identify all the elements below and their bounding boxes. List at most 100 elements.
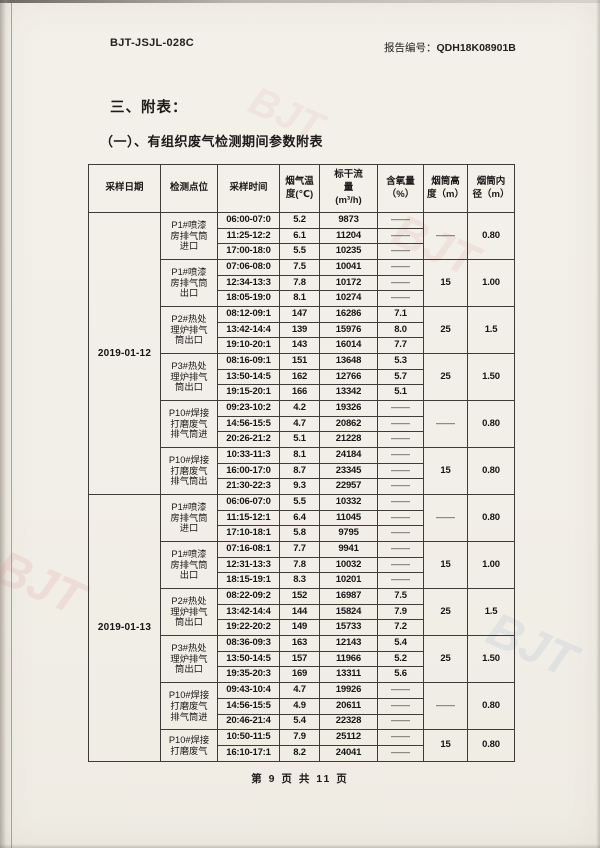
standard-dry-flow-cell: 16286 (319, 306, 378, 323)
oxygen-content-cell: —— (377, 509, 424, 527)
table-row: 19:22-20:2 149 15733 7.2 (89, 619, 515, 637)
flue-gas-temp-cell: 162 (279, 368, 320, 386)
standard-dry-flow-cell: 11966 (319, 650, 378, 668)
stack-inner-diameter-cell: 1.5 (467, 306, 515, 355)
monitoring-point-cell: P3#热处 理炉排气 筒出口 (160, 353, 218, 402)
stack-inner-diameter-cell: 0.80 (467, 494, 515, 543)
table-row: 20:26-21:2 5.1 21228 —— (89, 431, 515, 449)
sampling-time-cell: 13:50-14:5 (217, 368, 280, 386)
standard-dry-flow-cell: 22957 (319, 478, 378, 496)
monitoring-point-cell: P10#焊接 打磨废气 排气筒出 (160, 447, 218, 496)
table-row: 11:15-12:1 6.4 11045 —— (89, 509, 515, 527)
standard-dry-flow-cell: 23345 (319, 462, 378, 480)
oxygen-content-cell: —— (377, 400, 424, 417)
sampling-time-cell: 16:10-17:1 (217, 744, 280, 763)
col-header: 采样时间 (217, 164, 280, 213)
table-row: 2019-01-12 P1#喷漆 房排气筒 进口 06:00-07:0 5.2 9873… (88, 211, 515, 496)
sampling-time-cell: 21:30-22:3 (217, 478, 280, 496)
oxygen-content-cell: —— (377, 744, 424, 763)
oxygen-content-cell: 5.7 (377, 368, 424, 386)
flue-gas-temp-cell: 144 (279, 603, 320, 621)
col-header: 标干流 量 (m³/h) (319, 164, 378, 213)
sampling-time-cell: 19:22-20:2 (217, 619, 280, 637)
col-header: 含氧量 （%） (377, 164, 424, 213)
oxygen-content-cell: 7.7 (377, 337, 424, 355)
oxygen-content-cell: 5.2 (377, 650, 424, 668)
col-header: 烟筒高 度（m） (423, 164, 468, 213)
monitoring-point-cell: P1#喷漆 房排气筒 出口 (160, 259, 218, 308)
standard-dry-flow-cell: 10274 (319, 290, 378, 308)
standard-dry-flow-cell: 10041 (319, 259, 378, 276)
flue-gas-temp-cell: 7.8 (279, 274, 320, 292)
sampling-time-cell: 16:00-17:0 (217, 462, 280, 480)
table-row: 2019-01-13 P1#喷漆 房排气筒 进口 06:06-07:0 5.5 1033… (88, 494, 515, 762)
stack-inner-diameter-cell: 0.80 (467, 400, 515, 449)
stack-height-cell: 15 (423, 729, 468, 762)
table-row: 16:10-17:1 8.2 24041 —— (89, 744, 515, 763)
standard-dry-flow-cell: 13311 (319, 666, 378, 684)
flue-gas-temp-cell: 8.3 (279, 572, 320, 590)
flue-gas-temp-cell: 7.7 (279, 541, 320, 558)
stack-height-cell: 25 (423, 635, 468, 684)
table-row: 19:35-20:3 169 13311 5.6 (89, 666, 515, 684)
flue-gas-temp-cell: 5.5 (279, 243, 320, 261)
oxygen-content-cell: 5.4 (377, 635, 424, 652)
monitoring-point-cell: P3#热处 理炉排气 筒出口 (160, 635, 218, 684)
flue-gas-temp-cell: 8.7 (279, 462, 320, 480)
stack-height-cell: 25 (423, 306, 468, 355)
table-row: P10#焊接 打磨废气 10:50-11:5 7.9 25112 —— 15 0.80 (89, 729, 515, 762)
table-row: 12:34-13:3 7.8 10172 —— (89, 274, 515, 292)
document-code: BJT-JSJL-028C (110, 37, 194, 49)
table-row: 13:50-14:5 157 11966 5.2 (89, 650, 515, 668)
standard-dry-flow-cell: 13648 (319, 353, 378, 370)
standard-dry-flow-cell: 21228 (319, 431, 378, 449)
standard-dry-flow-cell: 9795 (319, 525, 378, 543)
sampling-date-cell: 2019-01-12 (88, 211, 161, 496)
sampling-time-cell: 06:06-07:0 (217, 494, 280, 511)
flue-gas-temp-cell: 4.7 (279, 682, 320, 699)
scan-edge-left (0, 0, 12, 848)
table-row: 19:15-20:1 166 13342 5.1 (89, 384, 515, 402)
sampling-time-cell: 19:10-20:1 (217, 337, 280, 355)
stack-height-cell: —— (423, 494, 468, 543)
oxygen-content-cell: —— (377, 682, 424, 699)
oxygen-content-cell: —— (377, 494, 424, 511)
flue-gas-temp-cell: 147 (279, 306, 320, 323)
oxygen-content-cell: —— (377, 290, 424, 308)
table-row: P3#热处 理炉排气 筒出口 08:36-09:3 163 12143 5.4 25 1.5… (89, 635, 515, 684)
stack-inner-diameter-cell: 1.50 (467, 635, 515, 684)
table-row: P2#热处 理炉排气 筒出口 08:12-09:1 147 16286 7.1 25 1.5 (89, 306, 515, 355)
flue-gas-temp-cell: 151 (279, 353, 320, 370)
oxygen-content-cell: —— (377, 415, 424, 433)
scan-edge-top (0, 0, 600, 3)
stack-height-cell: 15 (423, 447, 468, 496)
sampling-time-cell: 19:15-20:1 (217, 384, 280, 402)
standard-dry-flow-cell: 10032 (319, 556, 378, 574)
sampling-time-cell: 13:42-14:4 (217, 603, 280, 621)
sampling-time-cell: 13:50-14:5 (217, 650, 280, 668)
flue-gas-temp-cell: 9.3 (279, 478, 320, 496)
stack-height-cell: 15 (423, 541, 468, 590)
standard-dry-flow-cell: 25112 (319, 729, 378, 746)
oxygen-content-cell: —— (377, 713, 424, 731)
table-row: 11:25-12:2 6.1 11204 —— (89, 227, 515, 245)
stack-inner-diameter-cell: 1.50 (467, 353, 515, 402)
flue-gas-temp-cell: 8.2 (279, 744, 320, 763)
oxygen-content-cell: —— (377, 697, 424, 715)
flue-gas-temp-cell: 4.9 (279, 697, 320, 715)
sampling-time-cell: 10:50-11:5 (217, 729, 280, 746)
table-row: 18:15-19:1 8.3 10201 —— (89, 572, 515, 590)
flue-gas-temp-cell: 169 (279, 666, 320, 684)
stack-inner-diameter-cell: 1.00 (467, 541, 515, 590)
col-header: 烟筒内 径（m） (467, 164, 515, 213)
flue-gas-temp-cell: 7.9 (279, 729, 320, 746)
standard-dry-flow-cell: 10201 (319, 572, 378, 590)
oxygen-content-cell: —— (377, 259, 424, 276)
table-row: 18:05-19:0 8.1 10274 —— (89, 290, 515, 308)
monitoring-point-cell: P1#喷漆 房排气筒 出口 (160, 541, 218, 590)
sampling-time-cell: 06:00-07:0 (217, 212, 280, 229)
sampling-time-cell: 19:35-20:3 (217, 666, 280, 684)
standard-dry-flow-cell: 10235 (319, 243, 378, 261)
oxygen-content-cell: —— (377, 729, 424, 746)
